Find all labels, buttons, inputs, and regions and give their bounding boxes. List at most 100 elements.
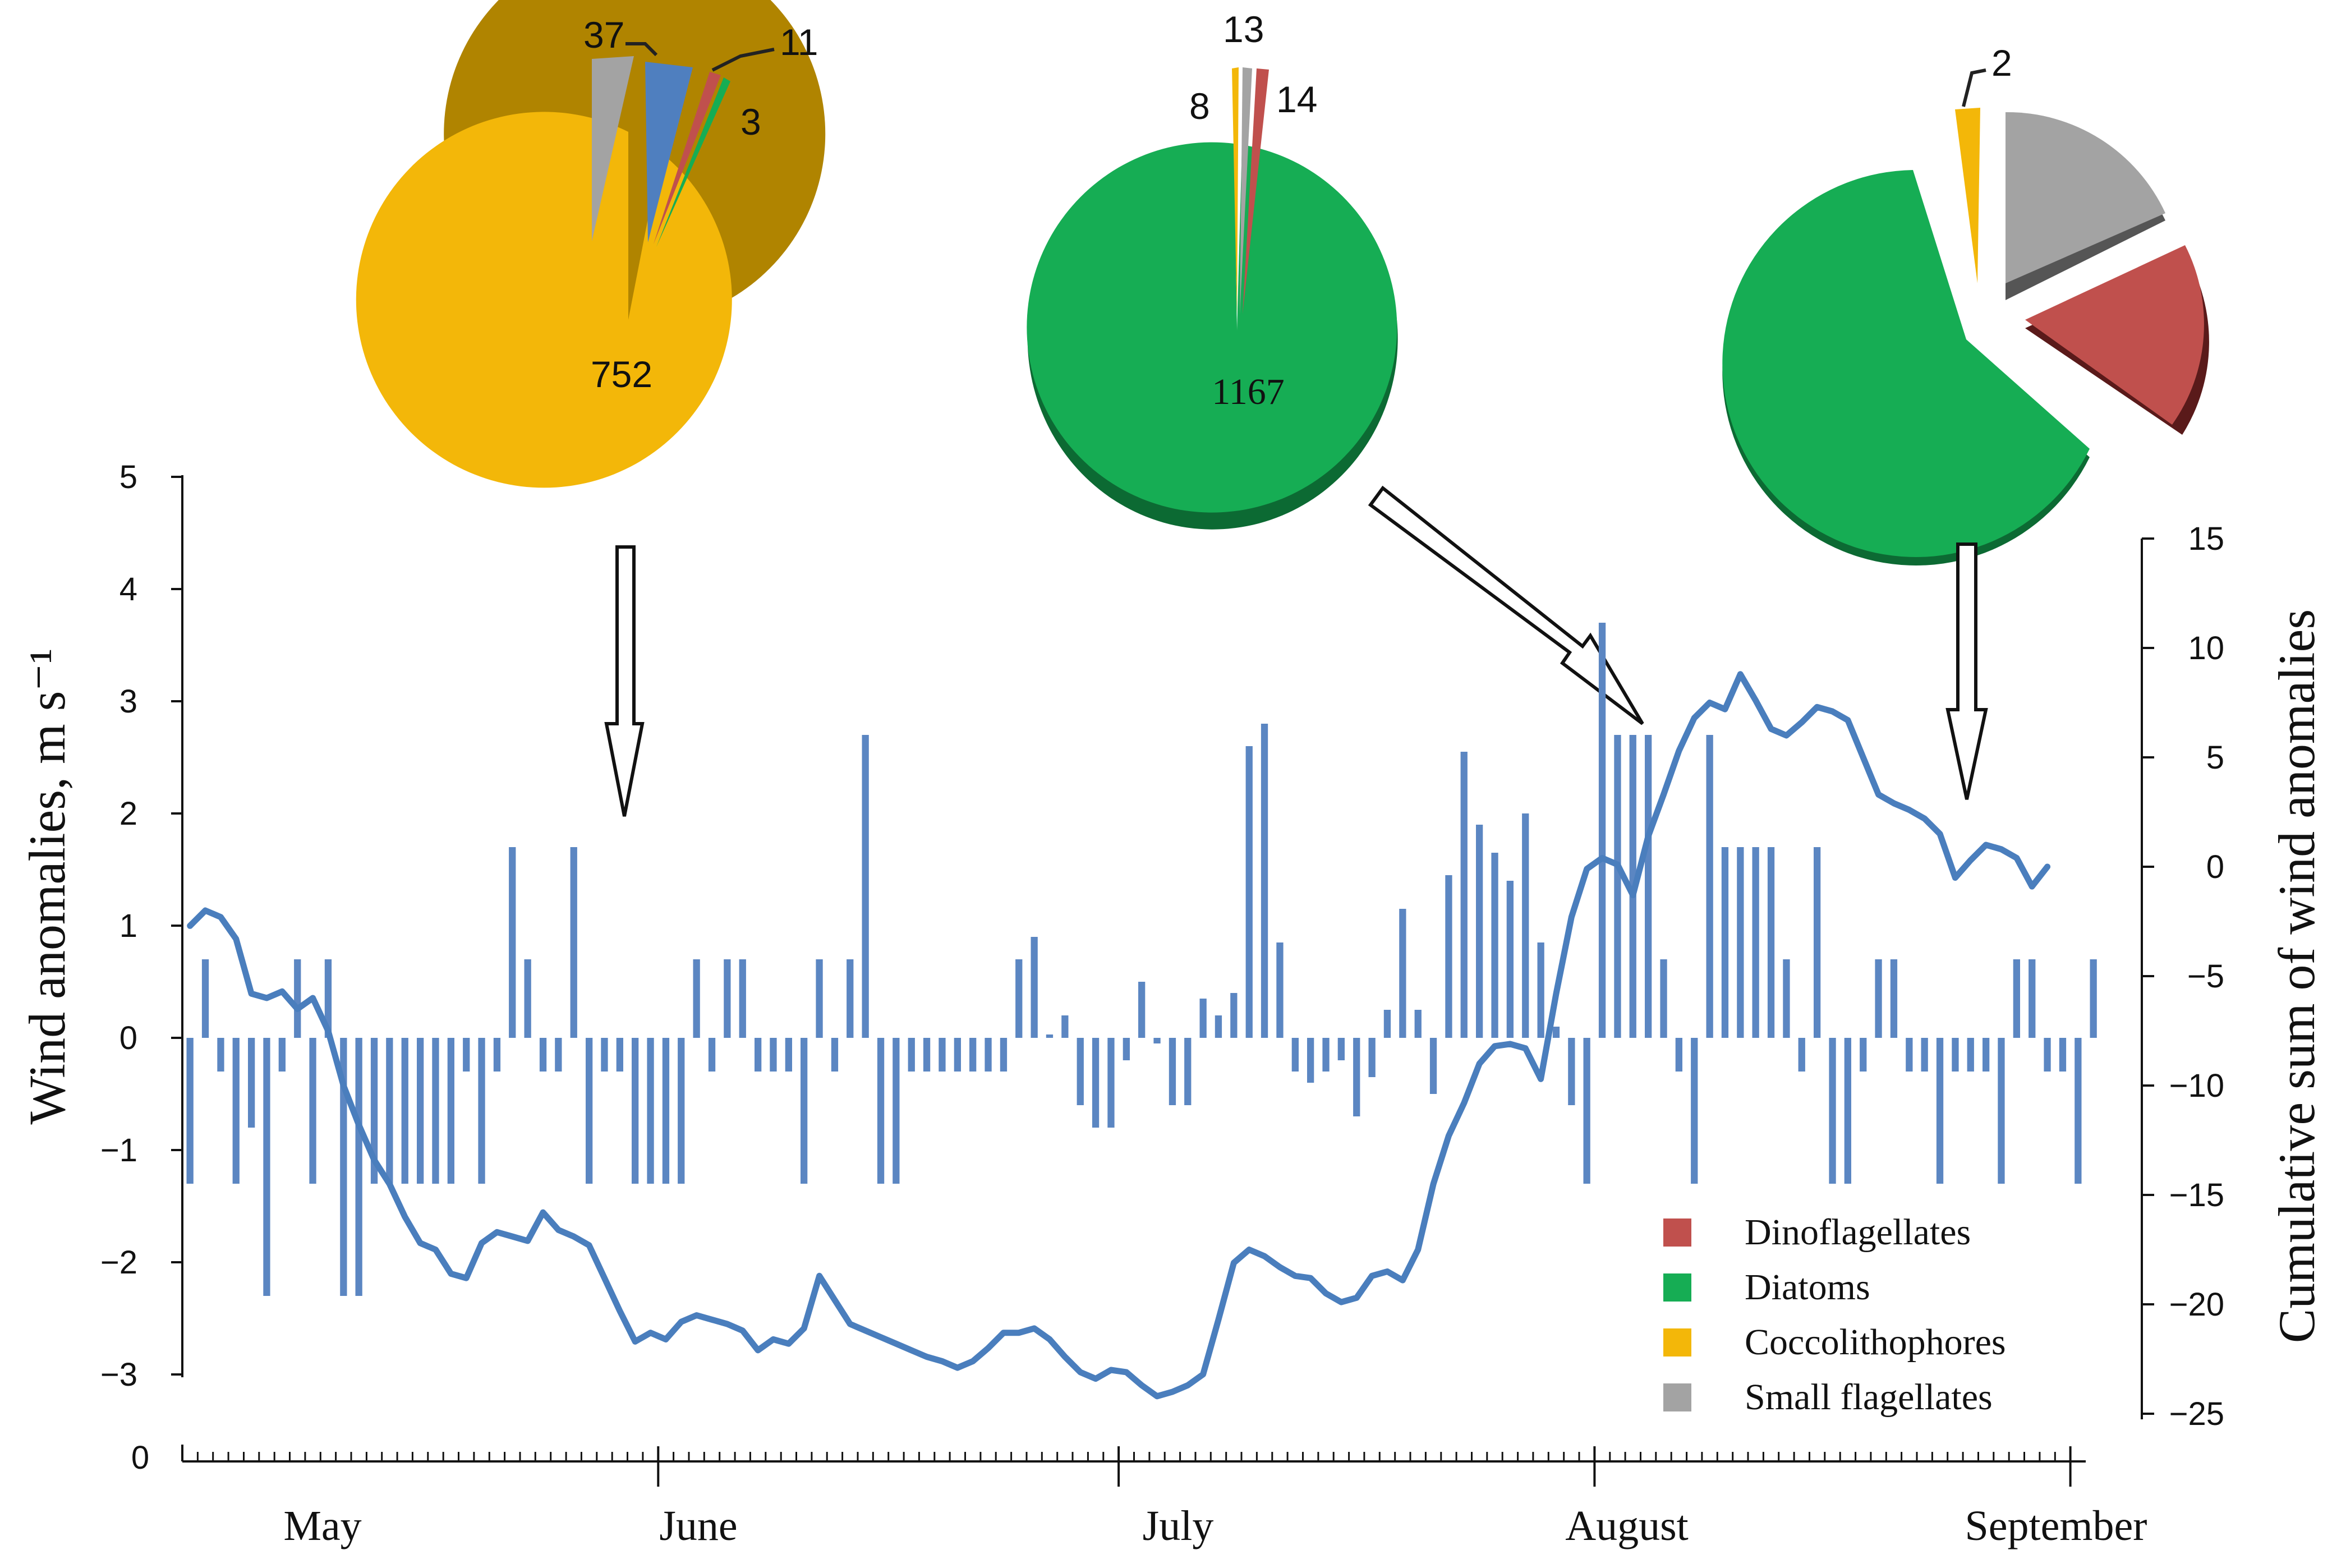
wind-anomaly-bar [539, 1038, 547, 1072]
wind-anomaly-bar [647, 1038, 654, 1184]
wind-anomaly-bar [739, 959, 746, 1038]
pie-july-dinoflagellates-slice [1243, 68, 1269, 314]
wind-anomaly-bar [1291, 1038, 1299, 1072]
wind-anomaly-bar [1399, 909, 1406, 1038]
left-y-axis: −3 −2 −1 0 1 2 3 4 5 [100, 459, 183, 1393]
pie-may-label-11: 11 [780, 21, 818, 63]
wind-anomaly-bar [1337, 1038, 1345, 1060]
wind-anomaly-bar [1123, 1038, 1130, 1060]
wind-anomaly-bar [1077, 1038, 1084, 1105]
wind-anomaly-bar [1814, 847, 1821, 1038]
month-label-june: June [659, 1502, 737, 1549]
wind-anomaly-bar [847, 959, 854, 1038]
month-label-september: September [1965, 1502, 2147, 1549]
wind-anomaly-bar [1767, 847, 1775, 1038]
right-y-tick-label: −15 [2169, 1177, 2224, 1213]
wind-anomaly-bar [678, 1038, 685, 1184]
right-y-tick-label: −25 [2169, 1396, 2224, 1432]
pie-july-label-13: 13 [1223, 8, 1264, 50]
wind-anomaly-bar [586, 1038, 593, 1184]
pie-may-blue-slice [645, 62, 693, 242]
wind-anomaly-bar [263, 1038, 270, 1296]
wind-anomaly-bar [386, 1038, 393, 1184]
wind-anomaly-bar [309, 1038, 316, 1184]
wind-anomaly-bar [1383, 1010, 1391, 1038]
wind-anomaly-bar [324, 959, 332, 1038]
wind-anomaly-bar [1598, 623, 1606, 1038]
left-y-axis-title: Wind anomalies, m s⁻¹ [19, 648, 76, 1124]
pie-september-diatoms-slice [1722, 170, 2090, 557]
wind-anomaly-bar [831, 1038, 839, 1072]
wind-anomaly-bar [939, 1038, 946, 1072]
pie-may-dinoflagellates-slice [654, 72, 721, 244]
wind-anomaly-bar [954, 1038, 961, 1072]
wind-anomaly-bar [1752, 847, 1759, 1038]
wind-anomaly-bar [1998, 1038, 2005, 1184]
wind-anomaly-bar [2044, 1038, 2051, 1072]
pie-may-label-3: 3 [740, 101, 761, 142]
wind-anomaly-bar [985, 1038, 992, 1072]
month-label-august: August [1565, 1502, 1689, 1549]
pie-september-label-2: 2 [1991, 42, 2012, 84]
wind-anomaly-bar [2029, 959, 2036, 1038]
wind-anomaly-bar [1307, 1038, 1314, 1083]
wind-anomaly-bar [816, 959, 823, 1038]
wind-anomaly-bar [969, 1038, 977, 1072]
wind-anomaly-bar [1138, 982, 1146, 1038]
x-axis: 0 May June July August September [131, 1440, 2147, 1549]
left-y-tick-label: 5 [119, 459, 137, 495]
wind-anomaly-bar [355, 1038, 362, 1296]
wind-anomaly-bar [1414, 1010, 1422, 1038]
arrows [604, 485, 1988, 817]
wind-anomaly-bar [1460, 752, 1468, 1038]
wind-anomaly-bar [524, 959, 531, 1038]
wind-anomaly-bar [923, 1038, 931, 1072]
wind-anomaly-bar [1783, 959, 1790, 1038]
wind-anomaly-bar [1875, 959, 1882, 1038]
right-y-tick-label: 5 [2206, 739, 2224, 776]
legend-swatch-diatoms [1663, 1273, 1691, 1302]
pie-july-label-8: 8 [1189, 85, 1210, 127]
wind-anomaly-bar [632, 1038, 639, 1184]
pie-july-diatoms-slice [1027, 142, 1397, 513]
wind-anomaly-bar [1614, 735, 1621, 1038]
wind-anomaly-bar [1906, 1038, 1913, 1072]
wind-anomaly-bar [432, 1038, 439, 1184]
wind-anomaly-bar [1522, 813, 1529, 1038]
wind-anomaly-bar [662, 1038, 670, 1184]
wind-anomaly-bar [570, 847, 577, 1038]
wind-anomaly-bar [417, 1038, 424, 1184]
pie-may-small-flagellates-slice [592, 56, 634, 241]
wind-anomaly-bar [2059, 1038, 2067, 1072]
wind-anomaly-bar [1552, 1027, 1560, 1038]
wind-anomaly-bar [2090, 959, 2097, 1038]
pie-september-dinoflagellates-slice [2025, 245, 2204, 425]
wind-anomaly-bar [708, 1038, 716, 1072]
left-y-tick-label: −3 [100, 1357, 137, 1393]
wind-anomaly-bar [1675, 1038, 1682, 1072]
wind-anomaly-bar [1169, 1038, 1176, 1105]
wind-anomaly-bar [1798, 1038, 1805, 1072]
left-y-tick-label: 4 [119, 571, 137, 608]
wind-anomaly-bar [801, 1038, 808, 1184]
wind-anomaly-bar [1737, 847, 1744, 1038]
wind-anomaly-bar [1061, 1015, 1069, 1038]
legend-label-small-flagellates: Small flagellates [1745, 1377, 1993, 1418]
wind-anomaly-bar [1568, 1038, 1575, 1105]
wind-anomaly-bar [1706, 735, 1713, 1038]
legend-label-diatoms: Diatoms [1745, 1267, 1870, 1308]
wind-anomaly-bar [693, 959, 700, 1038]
wind-anomaly-bar [1276, 942, 1284, 1038]
left-y-tick-label: 1 [119, 908, 137, 944]
right-y-axis: −25 −20 −15 −10 −5 0 5 10 15 [2141, 521, 2224, 1432]
month-label-may: May [283, 1502, 361, 1549]
right-y-tick-label: 0 [2206, 849, 2224, 885]
wind-anomaly-bar [601, 1038, 608, 1072]
x-axis-zero-label: 0 [131, 1440, 149, 1476]
wind-anomaly-bar [1936, 1038, 1944, 1184]
wind-anomaly-bar [1583, 1038, 1590, 1184]
wind-anomaly-bar [1092, 1038, 1100, 1128]
wind-anomaly-bar [1153, 1038, 1161, 1043]
wind-anomaly-bar [755, 1038, 762, 1072]
